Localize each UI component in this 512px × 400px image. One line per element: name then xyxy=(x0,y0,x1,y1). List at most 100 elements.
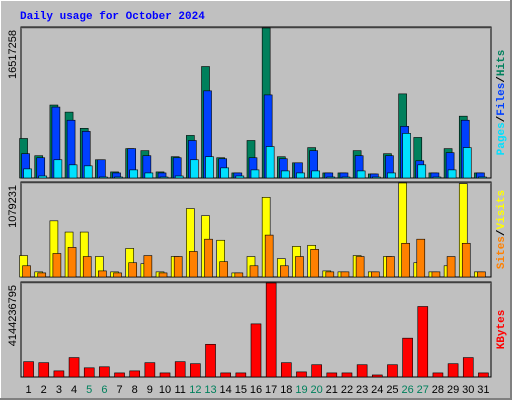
bar xyxy=(356,364,368,378)
bar xyxy=(311,364,322,378)
legend-separator: / xyxy=(496,76,508,83)
bar xyxy=(355,256,365,278)
bar xyxy=(53,159,63,179)
x-tick-label: 23 xyxy=(356,384,368,396)
bar xyxy=(38,362,50,378)
bar xyxy=(311,170,320,179)
x-tick-label: 8 xyxy=(132,384,138,396)
bar xyxy=(53,370,65,378)
x-tick-label: 28 xyxy=(432,384,444,396)
bar xyxy=(173,256,183,278)
x-tick-label: 2 xyxy=(41,384,47,396)
y-tick-label: 4144236795 xyxy=(7,285,19,346)
x-tick-label: 31 xyxy=(477,384,489,396)
bar xyxy=(219,261,228,278)
bar xyxy=(371,176,381,179)
bar xyxy=(341,372,353,378)
bar xyxy=(83,367,95,378)
bar xyxy=(461,242,471,278)
bar xyxy=(280,265,289,278)
x-tick-label: 4 xyxy=(71,384,77,396)
bar xyxy=(264,234,274,278)
bar xyxy=(478,372,489,378)
bar xyxy=(189,251,198,278)
bar xyxy=(447,363,459,378)
bar xyxy=(296,371,307,378)
bar xyxy=(250,323,262,378)
bar xyxy=(325,271,335,278)
bar xyxy=(417,164,427,179)
bar xyxy=(172,157,182,179)
bar xyxy=(174,361,186,378)
x-tick-label: 14 xyxy=(220,384,232,396)
x-tick-label: 30 xyxy=(462,384,474,396)
bar xyxy=(23,168,32,179)
x-tick-label: 25 xyxy=(386,384,398,396)
bar xyxy=(205,156,214,179)
y-tick-label: 16517258 xyxy=(7,30,19,79)
x-tick-label: 27 xyxy=(417,384,429,396)
bar xyxy=(97,159,106,179)
x-tick-label: 20 xyxy=(311,384,323,396)
x-tick-label: 26 xyxy=(401,384,413,396)
legend-entry: KBytes xyxy=(496,310,508,350)
x-tick-label: 13 xyxy=(204,384,216,396)
bar xyxy=(114,176,123,179)
bar xyxy=(99,176,108,179)
bar xyxy=(235,175,245,179)
bar xyxy=(158,272,168,278)
bar xyxy=(249,265,259,278)
x-tick-label: 11 xyxy=(174,384,185,396)
bar xyxy=(129,370,141,378)
bar xyxy=(23,361,34,378)
bar xyxy=(129,169,139,179)
bar xyxy=(462,147,472,179)
x-tick-label: 3 xyxy=(56,384,62,396)
bar xyxy=(144,362,156,378)
x-tick-label: 16 xyxy=(250,384,262,396)
bar xyxy=(235,372,247,378)
bar xyxy=(432,176,442,179)
bar xyxy=(281,362,292,378)
legend-entry: Hits xyxy=(496,50,508,76)
bar xyxy=(295,256,304,278)
x-tick-label: 24 xyxy=(371,384,383,396)
bar xyxy=(234,272,244,278)
bar xyxy=(143,255,153,278)
bar xyxy=(310,249,319,278)
bar xyxy=(478,176,487,179)
bar xyxy=(174,175,184,179)
y-tick-label: 1079231 xyxy=(7,185,19,228)
bar xyxy=(371,374,383,378)
x-tick-label: 10 xyxy=(159,384,171,396)
bar xyxy=(114,372,125,378)
legend-entry: Visits xyxy=(496,190,508,230)
bar xyxy=(113,272,122,278)
bar xyxy=(128,262,138,278)
bar xyxy=(83,165,93,179)
bar xyxy=(250,169,260,179)
bar xyxy=(190,159,199,179)
bar xyxy=(370,271,380,278)
bar xyxy=(447,169,457,179)
x-tick-label: 12 xyxy=(189,384,201,396)
bar xyxy=(417,306,429,378)
bar xyxy=(402,133,411,179)
x-tick-label: 9 xyxy=(147,384,153,396)
bar xyxy=(144,172,154,179)
bar xyxy=(386,256,395,278)
legend: Pages/Files/Hits xyxy=(496,50,508,156)
bar xyxy=(52,253,62,278)
x-tick-label: 29 xyxy=(447,384,459,396)
bar xyxy=(159,372,171,378)
legend-separator: / xyxy=(496,115,508,122)
bar xyxy=(432,372,444,378)
bar xyxy=(387,172,396,179)
x-tick-label: 17 xyxy=(265,384,277,396)
x-tick-label: 19 xyxy=(295,384,307,396)
x-tick-label: 21 xyxy=(326,384,338,396)
bar xyxy=(326,176,336,179)
legend-separator: / xyxy=(496,229,508,236)
bar xyxy=(401,242,410,278)
